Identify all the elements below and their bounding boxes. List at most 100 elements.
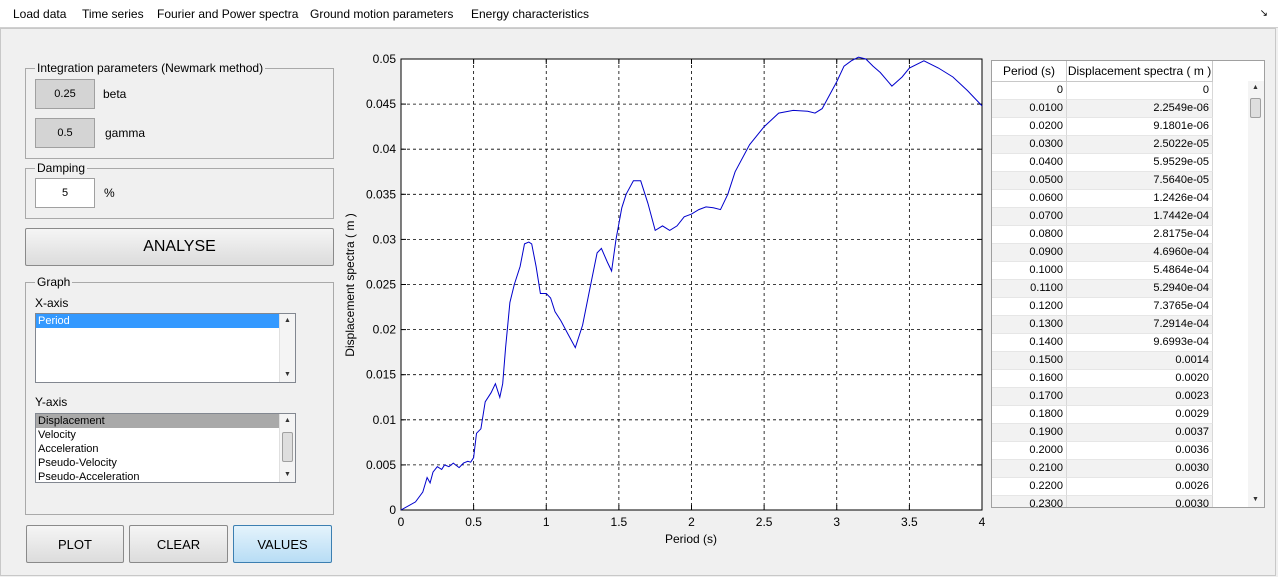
cell-period: 0.1000	[992, 262, 1067, 280]
table-row: 0.0200 9.1801e-06	[992, 118, 1213, 136]
y-axis-option-pseudo-velocity[interactable]: Pseudo-Velocity	[38, 457, 117, 469]
scroll-down-icon[interactable]: ▼	[1252, 496, 1259, 503]
damping-field[interactable]: 5	[35, 178, 95, 208]
scroll-down-icon[interactable]: ▼	[284, 371, 291, 378]
integration-params-title: Integration parameters (Newmark method)	[37, 61, 264, 75]
cell-period: 0.0200	[992, 118, 1067, 136]
cell-period: 0.1900	[992, 424, 1067, 442]
clear-button[interactable]: CLEAR	[129, 525, 228, 563]
y-tick-label: 0.025	[366, 278, 396, 292]
x-tick-label: 2.5	[756, 515, 773, 529]
table-row: 0.0400 5.9529e-05	[992, 154, 1213, 172]
table-row: 0.1500 0.0014	[992, 352, 1213, 370]
cell-displacement: 4.6960e-04	[1067, 244, 1213, 262]
cell-displacement: 2.5022e-05	[1067, 136, 1213, 154]
cell-period: 0.2200	[992, 478, 1067, 496]
cell-displacement: 9.6993e-04	[1067, 334, 1213, 352]
x-tick-label: 3.5	[901, 515, 918, 529]
cell-displacement: 2.8175e-04	[1067, 226, 1213, 244]
analyse-button[interactable]: ANALYSE	[25, 228, 334, 266]
y-tick-label: 0.02	[373, 323, 397, 337]
table-row: 0.1400 9.6993e-04	[992, 334, 1213, 352]
x-axis-title: Period (s)	[665, 532, 717, 546]
menu-overflow-icon[interactable]: ↘	[1259, 8, 1268, 19]
gamma-field[interactable]: 0.5	[35, 118, 95, 148]
cell-displacement: 1.7442e-04	[1067, 208, 1213, 226]
y-axis-option-displacement[interactable]: Displacement	[36, 414, 279, 428]
cell-period: 0.0300	[992, 136, 1067, 154]
damping-unit: %	[104, 186, 115, 200]
cell-period: 0.1400	[992, 334, 1067, 352]
table-row: 0.0800 2.8175e-04	[992, 226, 1213, 244]
cell-period: 0.0400	[992, 154, 1067, 172]
cell-period: 0.0700	[992, 208, 1067, 226]
menu-ground-motion-parameters[interactable]: Ground motion parameters	[310, 7, 454, 21]
x-tick-label: 2	[688, 515, 695, 529]
graph-panel: Graph	[25, 275, 334, 515]
cell-period: 0.0900	[992, 244, 1067, 262]
x-tick-label: 1.5	[611, 515, 628, 529]
y-axis-option-pseudo-acceleration[interactable]: Pseudo-Acceleration	[38, 471, 140, 483]
damping-title: Damping	[37, 161, 86, 175]
scroll-up-icon[interactable]: ▲	[1252, 84, 1259, 91]
table-row: 0.1300 7.2914e-04	[992, 316, 1213, 334]
table-row: 0.0300 2.5022e-05	[992, 136, 1213, 154]
menu-fourier-power-spectra[interactable]: Fourier and Power spectra	[157, 7, 299, 21]
scroll-thumb[interactable]	[282, 432, 293, 462]
cell-period: 0.1300	[992, 316, 1067, 334]
y-axis-option-velocity[interactable]: Velocity	[38, 429, 76, 441]
cell-displacement: 7.5640e-05	[1067, 172, 1213, 190]
table-row: 0.2300 0.0030	[992, 496, 1213, 507]
cell-period: 0.2000	[992, 442, 1067, 460]
cell-displacement: 0.0030	[1067, 496, 1213, 507]
cell-period: 0.1500	[992, 352, 1067, 370]
x-tick-label: 0	[398, 515, 405, 529]
damping-panel: Damping	[25, 161, 334, 219]
menu-load-data[interactable]: Load data	[13, 7, 67, 21]
x-axis-scrollbar[interactable]: ▲ ▼	[279, 314, 295, 382]
x-tick-label: 3	[833, 515, 840, 529]
plot-button[interactable]: PLOT	[26, 525, 124, 563]
cell-displacement: 0.0029	[1067, 406, 1213, 424]
graph-title: Graph	[37, 275, 71, 289]
x-axis-option-period[interactable]: Period	[36, 314, 279, 328]
beta-field[interactable]: 0.25	[35, 79, 95, 109]
table-row: 0.0700 1.7442e-04	[992, 208, 1213, 226]
table-row: 0.1000 5.4864e-04	[992, 262, 1213, 280]
cell-displacement: 0.0026	[1067, 478, 1213, 496]
table-row: 0.1800 0.0029	[992, 406, 1213, 424]
y-axis-title: Displacement spectra ( m )	[343, 213, 357, 356]
x-ticks: 0 0.5 1 1.5 2 2.5 3 3.5 4	[398, 59, 986, 529]
scroll-thumb[interactable]	[1250, 98, 1261, 118]
y-axis-label: Y-axis	[35, 395, 68, 409]
x-tick-label: 4	[979, 515, 986, 529]
cell-displacement: 0.0037	[1067, 424, 1213, 442]
menu-time-series[interactable]: Time series	[82, 7, 144, 21]
x-tick-label: 1	[543, 515, 550, 529]
table-row: 0.2000 0.0036	[992, 442, 1213, 460]
y-tick-label: 0.04	[373, 142, 397, 156]
menu-energy-characteristics[interactable]: Energy characteristics	[471, 7, 590, 21]
y-tick-label: 0.015	[366, 368, 396, 382]
cell-displacement: 0.0020	[1067, 370, 1213, 388]
cell-period: 0	[992, 82, 1067, 100]
cell-period: 0.2100	[992, 460, 1067, 478]
table-row: 0.0100 2.2549e-06	[992, 100, 1213, 118]
table-scrollbar[interactable]: ▲ ▼	[1248, 81, 1264, 507]
y-axis-option-acceleration[interactable]: Acceleration	[38, 443, 99, 455]
scroll-up-icon[interactable]: ▲	[284, 317, 291, 324]
y-axis-scrollbar[interactable]: ▲ ▼	[279, 414, 295, 482]
cell-displacement: 0.0036	[1067, 442, 1213, 460]
scroll-down-icon[interactable]: ▼	[284, 471, 291, 478]
cell-period: 0.0100	[992, 100, 1067, 118]
x-axis-listbox[interactable]: Period ▲ ▼	[35, 313, 296, 383]
values-button[interactable]: VALUES	[233, 525, 332, 563]
y-axis-listbox[interactable]: Displacement Velocity Acceleration Pseud…	[35, 413, 296, 483]
table-row: 0.0600 1.2426e-04	[992, 190, 1213, 208]
table-row: 0.1200 7.3765e-04	[992, 298, 1213, 316]
cell-displacement: 0.0014	[1067, 352, 1213, 370]
y-tick-label: 0	[389, 503, 396, 517]
y-ticks: 0 0.005 0.01 0.015 0.02 0.025 0.03 0.035 0.04 0.0…	[366, 52, 982, 517]
y-tick-label: 0.01	[373, 413, 397, 427]
scroll-up-icon[interactable]: ▲	[284, 417, 291, 424]
